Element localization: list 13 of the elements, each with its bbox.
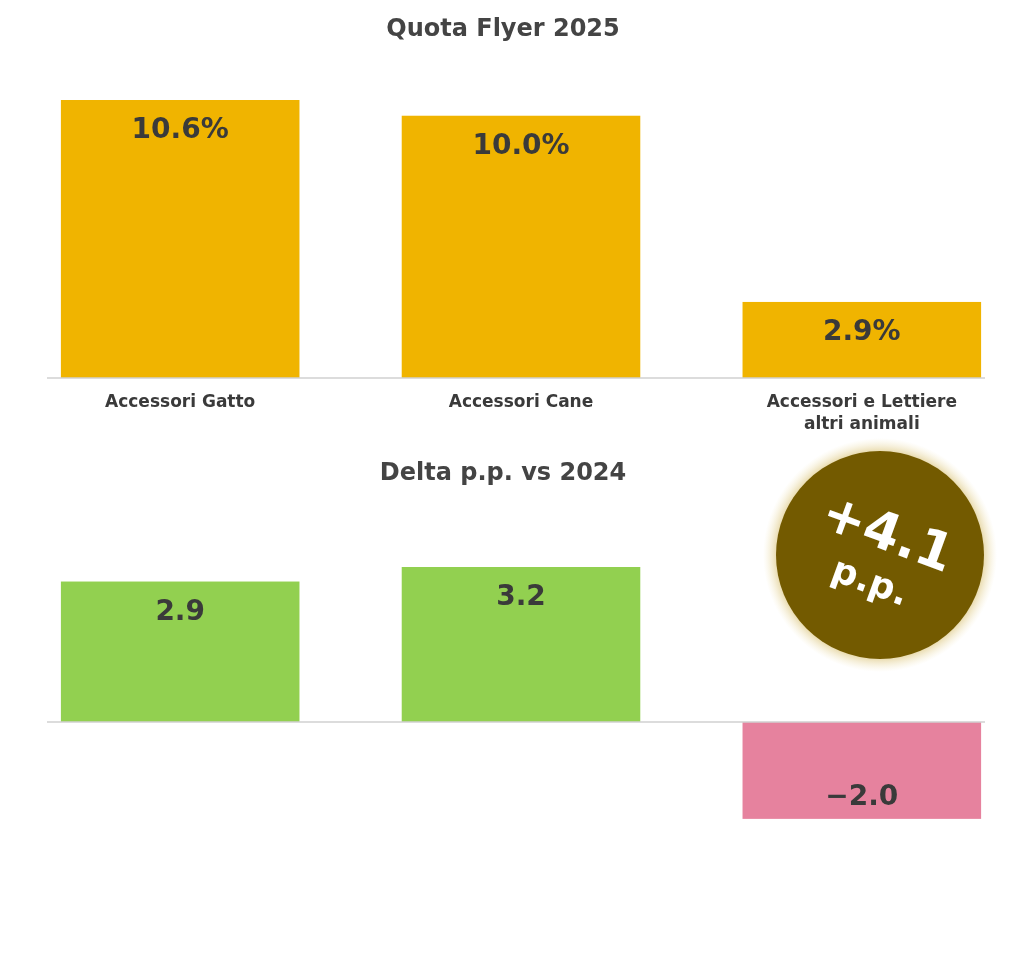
annotation: +4.1 p.p. bbox=[814, 481, 963, 614]
x-tick-label: Accessori Gatto bbox=[105, 391, 256, 411]
data-label: −2.0 bbox=[825, 778, 899, 812]
chart-title: Delta p.p. vs 2024 bbox=[379, 458, 627, 486]
x-tick-label: Accessori Cane bbox=[448, 391, 594, 411]
data-label: 10.0% bbox=[472, 127, 570, 161]
chart-title: Quota Flyer 2025 bbox=[386, 14, 620, 42]
data-label: 2.9% bbox=[822, 313, 901, 347]
data-label: 2.9 bbox=[155, 593, 205, 627]
x-tick-label: Accessori e Lettiere altri animali bbox=[766, 391, 957, 433]
data-label: 10.6% bbox=[131, 112, 229, 145]
circle-badge: +4.1 p.p. bbox=[763, 438, 997, 672]
data-label: 3.2 bbox=[496, 579, 546, 612]
